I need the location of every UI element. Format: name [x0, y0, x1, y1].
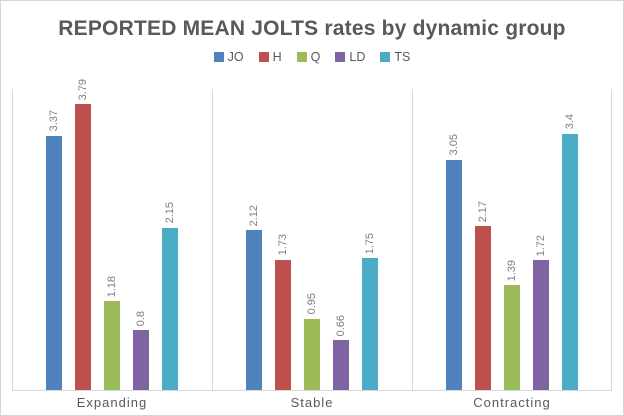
- bar-value-label: 0.66: [334, 314, 347, 337]
- bar-slot: 1.39: [504, 259, 520, 391]
- bar-value-label: 3.4: [563, 114, 576, 130]
- x-axis-line: [12, 390, 612, 392]
- bar: [333, 340, 349, 391]
- legend-label: JO: [227, 50, 244, 65]
- bar-slot: 0.66: [333, 314, 349, 391]
- bar-slot: 1.75: [362, 233, 378, 391]
- bar-value-label: 3.37: [47, 110, 60, 132]
- bar-slot: 2.15: [162, 202, 178, 391]
- bar-slot: 0.95: [304, 293, 320, 391]
- bar-group: 3.37 3.79 1.18 0.8 2.15: [12, 79, 212, 391]
- legend-item: LD: [335, 50, 365, 64]
- bar-value-label: 1.39: [505, 259, 518, 282]
- legend-swatch-icon: [380, 52, 391, 63]
- bar: [446, 159, 462, 391]
- bar: [246, 230, 262, 391]
- legend-item: TS: [380, 50, 410, 64]
- bar-slot: 2.12: [246, 205, 262, 391]
- bar: [504, 285, 520, 391]
- bar-value-label: 1.18: [105, 275, 118, 298]
- legend-label: H: [272, 50, 282, 65]
- legend-item: H: [258, 50, 282, 65]
- bar: [133, 329, 149, 391]
- bar-groups: 3.37 3.79 1.18 0.8 2.15 2.12 1.73 0.95 0.66 1.75 3…: [12, 79, 612, 391]
- bar-slot: 3.37: [46, 110, 62, 391]
- category-label: Contracting: [473, 395, 551, 411]
- bar-group: 2.12 1.73 0.95 0.66 1.75: [212, 89, 412, 391]
- plot-left-border: [12, 89, 13, 392]
- legend-label: TS: [394, 50, 411, 65]
- bar-value-label: 2.12: [247, 204, 260, 227]
- category-label: Stable: [290, 395, 334, 411]
- bar-slot: 3.05: [446, 134, 462, 391]
- legend-swatch-icon: [296, 52, 307, 63]
- plot-right-border: [611, 89, 612, 392]
- bar-slot: 1.72: [533, 234, 549, 391]
- legend-swatch-icon: [258, 52, 269, 63]
- bar-slot: 3.4: [562, 114, 578, 391]
- legend-item: JO: [213, 50, 244, 65]
- bar: [75, 104, 91, 391]
- bar-slot: 1.73: [275, 234, 291, 391]
- bar: [46, 135, 62, 391]
- bar: [304, 318, 320, 391]
- bar: [104, 301, 120, 391]
- bar: [475, 226, 491, 391]
- bar-value-label: 1.75: [363, 232, 376, 255]
- category-label: Expanding: [76, 395, 148, 411]
- bar-slot: 2.17: [475, 200, 491, 391]
- bar-value-label: 3.79: [76, 78, 89, 101]
- bar: [562, 133, 578, 391]
- bar-value-label: 0.8: [134, 310, 147, 326]
- bar-value-label: 0.95: [305, 293, 318, 315]
- legend-label: LD: [349, 50, 366, 65]
- category-separator-2: [412, 89, 413, 392]
- bar-value-label: 2.15: [163, 202, 176, 224]
- bar: [275, 259, 291, 391]
- bar: [533, 260, 549, 391]
- legend-swatch-icon: [213, 52, 224, 63]
- bar-slot: 3.79: [75, 79, 91, 391]
- bar: [162, 227, 178, 391]
- legend-label: Q: [310, 50, 321, 65]
- bar-value-label: 2.17: [476, 200, 489, 223]
- bar-value-label: 1.72: [534, 234, 547, 257]
- legend-item: Q: [296, 50, 321, 65]
- chart-title: REPORTED MEAN JOLTS rates by dynamic gro…: [58, 17, 566, 40]
- bar-slot: 1.18: [104, 276, 120, 391]
- plot-area: 3.37 3.79 1.18 0.8 2.15 2.12 1.73 0.95 0.66 1.75 3…: [12, 79, 612, 392]
- bar: [362, 258, 378, 391]
- bar-value-label: 1.73: [276, 234, 289, 256]
- chart-legend: JO H Q LD TS: [1, 50, 623, 64]
- category-separator-1: [211, 89, 213, 392]
- category-axis-labels: Expanding Stable Contracting: [12, 395, 612, 410]
- legend-swatch-icon: [335, 52, 346, 63]
- bar-value-label: 3.05: [447, 134, 460, 156]
- bar-slot: 0.8: [133, 311, 149, 391]
- bar-group: 3.05 2.17 1.39 1.72 3.4: [412, 89, 612, 391]
